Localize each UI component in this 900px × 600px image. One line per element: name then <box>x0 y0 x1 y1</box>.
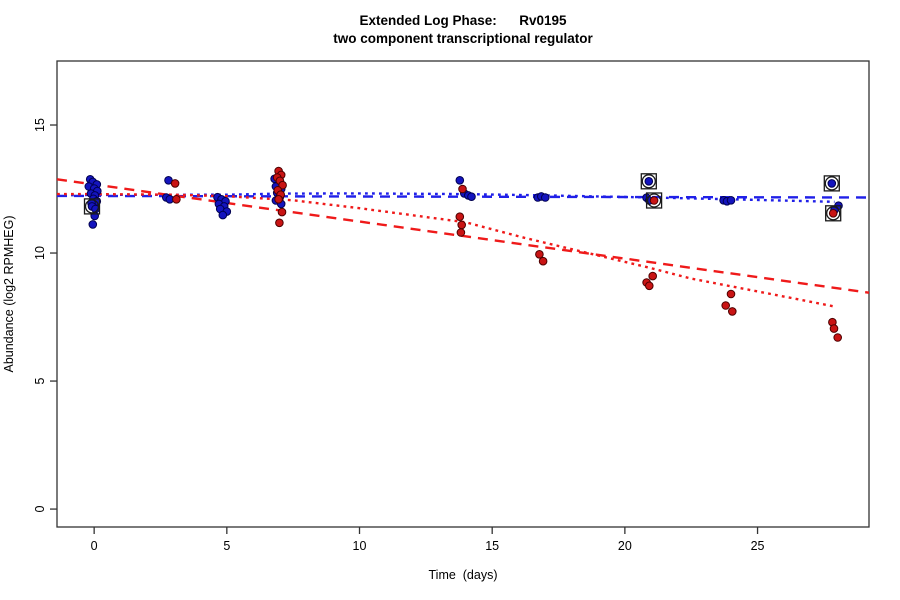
sel-marker-square <box>83 198 101 215</box>
sel-marker-circle <box>84 199 100 214</box>
data-point-red <box>457 220 467 230</box>
y-tick-label: 15 <box>33 118 47 132</box>
data-point-blue <box>644 177 654 186</box>
y-tick-label: 10 <box>33 246 47 260</box>
data-point-red <box>721 301 731 310</box>
x-tick-label: 25 <box>751 539 765 553</box>
data-point-red <box>828 209 838 218</box>
data-point-red <box>829 324 839 333</box>
data-point-red <box>645 281 654 291</box>
x-axis: 0 5 10 15 20 25 <box>91 527 765 553</box>
data-point-blue <box>541 193 550 202</box>
x-tick-label: 20 <box>618 539 632 553</box>
plot-title: Extended Log Phase: Rv0195 <box>359 13 567 28</box>
data-point-blue <box>218 210 228 220</box>
plot-box <box>56 60 870 528</box>
sel-marker-square <box>825 205 842 222</box>
data-point-red <box>277 207 287 217</box>
data-point-red <box>833 333 843 342</box>
sel-marker-circle <box>646 193 662 208</box>
data-point-red <box>278 180 287 190</box>
plot-border <box>56 60 870 528</box>
y-tick-label: 0 <box>33 506 47 513</box>
data-point-blue <box>467 192 476 201</box>
data-point-red <box>275 218 284 228</box>
sel-marker-square <box>823 175 840 192</box>
plot-subtitle: two component transcriptional regulator <box>333 31 593 46</box>
data-point-red <box>538 256 548 266</box>
data-point-red <box>172 195 181 204</box>
x-tick-label: 10 <box>353 539 367 553</box>
x-tick-label: 5 <box>223 539 230 553</box>
data-point-blue <box>726 196 736 205</box>
data-point-red <box>458 184 467 194</box>
x-axis-label: Time (days) <box>428 568 498 582</box>
y-tick-label: 5 <box>33 378 47 385</box>
sel-marker-circle <box>826 206 841 221</box>
sel-marker-circle <box>641 174 656 189</box>
data-point-red <box>535 250 544 259</box>
y-axis-label: Abundance (log2 RPMHEG) <box>2 215 16 373</box>
y-axis: 0 5 10 15 <box>33 118 57 513</box>
data-point-red <box>456 228 466 237</box>
sel-marker-square <box>640 173 657 190</box>
data-points <box>84 166 843 342</box>
highlight-markers <box>83 173 842 222</box>
data-point-blue <box>827 179 837 188</box>
data-point-red <box>274 195 283 204</box>
plot-title-block: Extended Log Phase: Rv0195 two component… <box>57 12 869 48</box>
x-tick-label: 0 <box>91 539 98 553</box>
sel-marker-square <box>645 192 663 209</box>
sel-marker-circle <box>824 176 839 191</box>
data-point-red <box>726 289 736 299</box>
data-point-red <box>648 271 658 281</box>
data-point-red <box>170 179 180 188</box>
data-point-red <box>455 212 465 221</box>
red-lowess-fit-line <box>57 192 835 308</box>
x-tick-label: 15 <box>485 539 499 553</box>
data-point-blue <box>455 176 465 185</box>
data-point-red <box>649 196 659 205</box>
data-point-red <box>728 307 737 316</box>
data-point-blue <box>88 220 98 229</box>
